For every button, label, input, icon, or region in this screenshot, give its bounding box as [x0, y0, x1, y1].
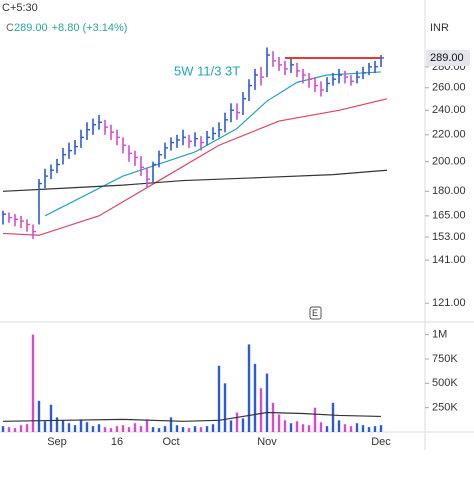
- volume-bar: [373, 426, 377, 432]
- x-tick-label: Oct: [162, 436, 179, 448]
- volume-bar: [121, 425, 125, 432]
- y-tick-label: 220.00: [432, 129, 466, 141]
- volume-bar: [361, 425, 365, 432]
- volume-bar: [97, 424, 101, 432]
- price-label-box: [426, 49, 470, 66]
- volume-bar: [187, 428, 191, 432]
- volume-bar: [109, 428, 113, 432]
- volume-bar: [319, 422, 323, 432]
- volume-bar: [193, 426, 197, 432]
- volume-bar: [61, 420, 65, 432]
- volume-bar: [307, 425, 311, 432]
- volume-bar: [343, 424, 347, 432]
- volume-bar: [217, 365, 221, 432]
- volume-bar: [355, 423, 359, 432]
- ohlc-legend: C289.00 +8.80 (+3.14%): [6, 22, 127, 34]
- volume-bar: [277, 414, 281, 432]
- y-tick-label: 141.00: [432, 254, 466, 266]
- volume-bar: [31, 334, 35, 432]
- volume-bar: [127, 427, 131, 432]
- volume-bar: [205, 426, 209, 432]
- y-tick-label: 260.00: [432, 82, 466, 94]
- x-tick-label: 16: [111, 436, 123, 448]
- volume-bar: [367, 427, 371, 432]
- volume-bar: [253, 363, 257, 432]
- volume-bar: [163, 426, 167, 432]
- volume-bar: [349, 426, 353, 432]
- volume-bar: [259, 388, 263, 432]
- volume-bar: [211, 424, 215, 432]
- y-tick-label: 121.00: [432, 297, 466, 309]
- volume-bar: [247, 344, 251, 432]
- volume-bar: [139, 426, 143, 432]
- moving-average: [2, 169, 388, 192]
- volume-bar: [169, 417, 173, 432]
- volume-bar: [229, 420, 233, 432]
- volume-bar: [235, 412, 239, 432]
- volume-bar: [265, 373, 269, 432]
- currency: INR: [430, 22, 449, 34]
- volume-bar: [67, 423, 71, 432]
- volume-bar: [91, 426, 95, 432]
- x-tick-label: Sep: [47, 436, 67, 448]
- volume-bar: [49, 404, 53, 432]
- event-label: E: [312, 308, 318, 318]
- volume-bar: [313, 407, 317, 432]
- close-value: 289.00: [14, 22, 48, 34]
- volume-bar: [55, 417, 59, 432]
- volume-bar: [7, 427, 11, 432]
- price-label: 289.00: [430, 52, 464, 64]
- volume-bar: [199, 427, 203, 432]
- volume-bar: [289, 423, 293, 432]
- moving-average: [2, 98, 388, 236]
- ohlc-prefix: C: [6, 22, 14, 34]
- timezone: C+5:30: [2, 2, 38, 14]
- y-tick-label: 500K: [432, 377, 458, 389]
- volume-bar: [337, 420, 341, 432]
- y-tick-label: 165.00: [432, 210, 466, 222]
- volume-bar: [145, 419, 149, 432]
- volume-bar: [181, 427, 185, 432]
- volume-bar: [37, 400, 41, 432]
- volume-bar: [85, 422, 89, 432]
- volume-bar: [223, 383, 227, 432]
- volume-bar: [79, 419, 83, 432]
- volume-average: [2, 411, 382, 422]
- volume-bar: [1, 426, 5, 432]
- volume-bar: [43, 421, 47, 432]
- change-value: +8.80 (+3.14%): [52, 22, 128, 34]
- volume-bar: [19, 425, 23, 432]
- volume-bar: [103, 427, 107, 432]
- moving-average: [44, 71, 382, 217]
- volume-bar: [241, 418, 245, 432]
- volume-bar: [301, 424, 305, 432]
- volume-bar: [175, 425, 179, 432]
- x-tick-label: Nov: [257, 436, 277, 448]
- y-tick-label: 200.00: [432, 156, 466, 168]
- y-tick-label: 180.00: [432, 185, 466, 197]
- volume-bar: [295, 421, 299, 432]
- volume-bar: [73, 425, 77, 432]
- volume-bar: [283, 420, 287, 432]
- y-tick-label: 153.00: [432, 231, 466, 243]
- event-box: [309, 306, 322, 320]
- annotation: 5W 11/3 3T: [174, 63, 240, 78]
- y-tick-label: 750K: [432, 353, 458, 365]
- volume-bar: [151, 427, 155, 432]
- y-tick-label: 1M: [432, 329, 447, 341]
- x-tick-label: Dec: [371, 436, 391, 448]
- y-tick-label: 240.00: [432, 104, 466, 116]
- volume-bar: [25, 424, 29, 432]
- volume-bar: [325, 426, 329, 432]
- volume-bar: [157, 428, 161, 432]
- volume-bar: [115, 426, 119, 432]
- volume-bar: [271, 402, 275, 432]
- y-tick-label: 250K: [432, 402, 458, 414]
- volume-bar: [133, 423, 137, 432]
- volume-bar: [379, 425, 383, 432]
- volume-bar: [13, 428, 17, 432]
- volume-bar: [331, 402, 335, 432]
